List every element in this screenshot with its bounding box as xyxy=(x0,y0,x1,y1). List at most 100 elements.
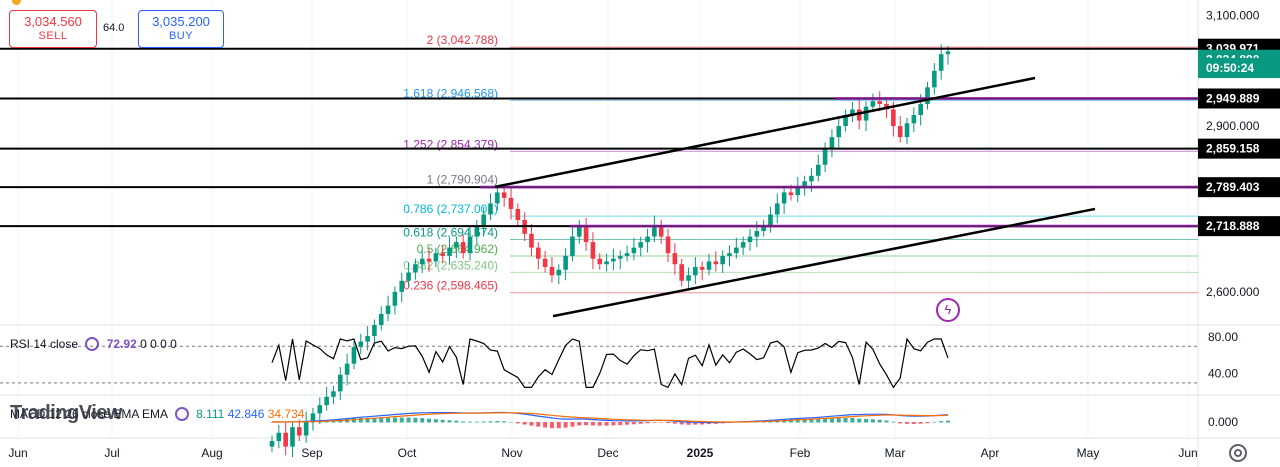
macd-histogram-bar xyxy=(399,417,404,423)
candle-body xyxy=(850,109,855,115)
macd-histogram-bar xyxy=(440,419,445,423)
symbol-status-icon xyxy=(12,0,21,5)
candle-body xyxy=(597,258,603,265)
macd-histogram-bar xyxy=(816,418,821,423)
time-axis-label: May xyxy=(1077,446,1100,460)
macd-histogram-bar xyxy=(358,417,363,423)
macd-histogram-bar xyxy=(618,422,623,426)
candle-body xyxy=(481,214,486,226)
candle-body xyxy=(938,54,944,71)
time-axis-label: Aug xyxy=(201,446,222,460)
rsi-legend[interactable]: RSI 14 close 72.92 0 0 0 0 xyxy=(10,337,177,351)
time-axis-label: Jun xyxy=(8,446,27,460)
candle-body xyxy=(358,341,364,348)
candle-body xyxy=(344,363,350,375)
price-axis-tick: 2,900.000 xyxy=(1206,119,1260,133)
macd-histogram-bar xyxy=(645,422,650,424)
macd-hist-value: 8.111 xyxy=(196,407,225,421)
macd-histogram-bar xyxy=(549,422,554,429)
macd-histogram-bar xyxy=(427,418,432,423)
macd-settings-icon[interactable] xyxy=(174,407,189,421)
candle-body xyxy=(829,137,835,149)
macd-histogram-bar xyxy=(829,418,834,423)
time-axis-label: Feb xyxy=(790,446,811,460)
macd-histogram-bar xyxy=(543,422,548,428)
candle-body xyxy=(843,115,848,127)
macd-histogram-bar xyxy=(454,420,459,423)
candle-body xyxy=(433,253,439,262)
candle-body xyxy=(324,396,329,406)
macd-histogram-bar xyxy=(802,418,807,423)
macd-histogram-bar xyxy=(905,422,910,424)
macd-histogram-bar xyxy=(536,422,541,427)
candle-body xyxy=(877,101,883,104)
macd-histogram-bar xyxy=(864,418,869,423)
price-tag-text: 2,859.158 xyxy=(1206,142,1260,156)
candle-body xyxy=(283,432,288,447)
fib-level-label: 0.786 (2,737.001) xyxy=(403,202,498,216)
candle-body xyxy=(891,109,896,127)
rsi-axis-tick: 80.00 xyxy=(1208,330,1238,344)
time-axis-label: 2025 xyxy=(687,446,714,460)
candle-body xyxy=(754,231,760,237)
macd-histogram-bar xyxy=(529,422,534,426)
candle-body xyxy=(768,214,773,226)
flash-icon[interactable]: ϟ xyxy=(936,298,960,322)
macd-legend[interactable]: MACD 12 26 close EMA EMA 8.111 42.846 34… xyxy=(10,407,304,421)
macd-signal-value: 34.734 xyxy=(267,407,305,421)
macd-histogram-bar xyxy=(597,422,602,426)
macd-histogram-bar xyxy=(379,417,384,423)
price-tag-text: 2,949.889 xyxy=(1206,91,1260,105)
time-axis-label: Mar xyxy=(885,446,906,460)
macd-histogram-bar xyxy=(611,422,616,426)
candle-body xyxy=(740,242,746,248)
candle-body xyxy=(467,236,473,254)
fib-level-label: 2 (3,042.788) xyxy=(427,33,498,47)
buy-button[interactable]: 3,035.200 BUY xyxy=(138,10,224,48)
macd-histogram-bar xyxy=(638,422,643,424)
price-tag-bg xyxy=(1198,216,1280,237)
candle-body xyxy=(542,258,548,267)
candle-body xyxy=(699,266,705,270)
candle-body xyxy=(617,255,623,259)
time-axis-label: Jun xyxy=(1178,446,1197,460)
candle-body xyxy=(372,325,377,337)
macd-histogram-bar xyxy=(495,421,500,423)
time-axis-label: Sep xyxy=(301,446,323,460)
macd-histogram-bar xyxy=(625,422,630,425)
channel-lower-trendline xyxy=(552,207,1096,318)
candle-body xyxy=(918,103,923,115)
candle-body xyxy=(536,247,541,259)
macd-histogram-bar xyxy=(700,422,705,425)
candle-body xyxy=(747,236,753,243)
rsi-settings-icon[interactable] xyxy=(85,337,100,351)
macd-histogram-bar xyxy=(365,417,370,423)
candle-body xyxy=(290,427,295,447)
candle-body xyxy=(945,51,951,55)
macd-histogram-bar xyxy=(686,422,691,425)
candle-body xyxy=(365,336,370,342)
candle-body xyxy=(454,242,459,248)
time-axis-label: Dec xyxy=(597,446,618,460)
macd-histogram-bar xyxy=(392,417,397,423)
macd-histogram-bar xyxy=(488,421,493,423)
candle-body xyxy=(788,192,794,196)
candle-body xyxy=(815,164,821,176)
macd-histogram-bar xyxy=(672,422,677,424)
sell-button[interactable]: 3,034.560 SELL xyxy=(9,10,97,48)
macd-histogram-bar xyxy=(850,417,855,423)
channel-upper-trendline xyxy=(494,76,1036,189)
candle-body xyxy=(904,123,910,138)
macd-histogram-bar xyxy=(932,421,937,423)
candle-body xyxy=(460,242,466,254)
rsi-axis-tick: 40.00 xyxy=(1208,367,1238,381)
macd-histogram-bar xyxy=(372,417,377,423)
candle-body xyxy=(337,374,343,392)
candle-body xyxy=(501,192,507,198)
macd-histogram-bar xyxy=(522,422,527,425)
candle-body xyxy=(658,225,664,237)
gear-icon[interactable] xyxy=(1229,444,1247,462)
candle-body xyxy=(781,192,787,204)
macd-histogram-bar xyxy=(461,421,466,423)
